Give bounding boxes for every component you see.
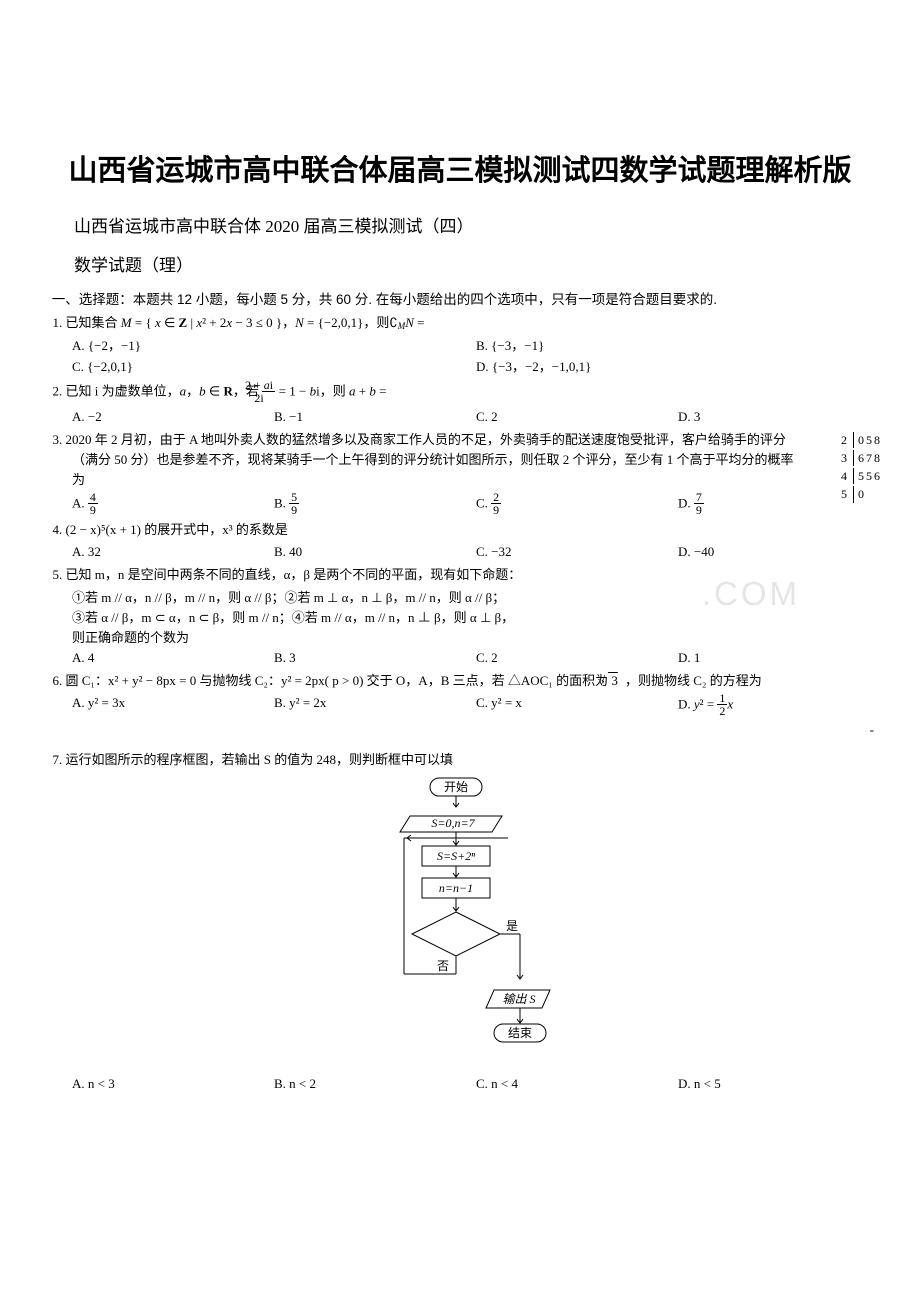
q6-stem-part2: ，则抛物线 C₂ 的方程为: [625, 673, 762, 688]
svg-text:n=n−1: n=n−1: [439, 881, 473, 895]
q4-stem: 4. (2 − x)⁵(x + 1) 的展开式中，x³ 的系数是: [72, 520, 880, 540]
q4-opt-a: A. 32: [72, 542, 274, 562]
svg-text:S=S+2ⁿ: S=S+2ⁿ: [437, 849, 475, 863]
q7-opt-b: B. n < 2: [274, 1074, 476, 1094]
q7-options: A. n < 3 B. n < 2 C. n < 4 D. n < 5: [72, 1074, 880, 1094]
q1-stem: 1. 已知集合 M = { x ∈ Z | x² + 2x − 3 ≤ 0 }，…: [72, 313, 880, 334]
svg-text:结束: 结束: [508, 1026, 532, 1040]
q5-line2: ③若 α // β，m ⊂ α，n ⊂ β，则 m // n；④若 m // α…: [72, 608, 880, 628]
q3-options: A. 49 B. 59 C. 29 D. 79: [72, 492, 880, 517]
svg-text:否: 否: [437, 959, 449, 973]
q3-opt-b: B. 59: [274, 492, 476, 517]
q7-opt-d: D. n < 5: [678, 1074, 880, 1094]
q5-opt-d: D. 1: [678, 648, 880, 668]
q2-opt-a: A. −2: [72, 407, 274, 427]
q5-opt-b: B. 3: [274, 648, 476, 668]
svg-text:是: 是: [506, 919, 518, 933]
page-dash: -: [40, 722, 874, 738]
q2-opt-c: C. 2: [476, 407, 678, 427]
q4-options: A. 32 B. 40 C. −32 D. −40: [72, 542, 880, 562]
q5-opt-c: C. 2: [476, 648, 678, 668]
q6-options: A. y² = 3x B. y² = 2x C. y² = x D. y² = …: [72, 693, 880, 718]
svg-text:输出 S: 输出 S: [502, 992, 535, 1006]
q1-opt-c: C. {−2,0,1}: [72, 357, 476, 377]
q7-stem: 7. 运行如图所示的程序框图，若输出 S 的值为 248，则判断框中可以填: [72, 750, 880, 770]
q5-line3: 则正确命题的个数为: [72, 628, 880, 648]
q6-opt-b: B. y² = 2x: [274, 693, 476, 718]
q6-stem: 6. 圆 C₁：x² + y² − 8px = 0 与抛物线 C₂：y² = 2…: [72, 671, 880, 691]
q4-opt-b: B. 40: [274, 542, 476, 562]
q7-flowchart: 开始 S=0,n=7 S=S+2ⁿ n=n−1 是 否 输出 S 结束: [360, 774, 560, 1064]
q6-opt-c: C. y² = x: [476, 693, 678, 718]
q1-opt-d: D. {−3，−2，−1,0,1}: [476, 357, 880, 377]
q2-opt-d: D. 3: [678, 407, 880, 427]
subject-line: 数学试题（理）: [40, 251, 880, 276]
q3-stem-leaf-plot: 2058 3678 4556 50: [839, 430, 884, 505]
q5-opt-a: A. 4: [72, 648, 274, 668]
q5-line1: ①若 m // α，n // β，m // n，则 α // β；②若 m ⊥ …: [72, 588, 880, 608]
q6-opt-a: A. y² = 3x: [72, 693, 274, 718]
q7-opt-a: A. n < 3: [72, 1074, 274, 1094]
q5-options: A. 4 B. 3 C. 2 D. 1: [72, 648, 880, 668]
q2-options: A. −2 B. −1 C. 2 D. 3: [72, 407, 880, 427]
q3-stem: 3. 2020 年 2 月初，由于 A 地叫外卖人数的猛然增多以及商家工作人员的…: [72, 430, 880, 490]
q6-opt-d: D. y² = 12x: [678, 693, 880, 718]
svg-text:S=0,n=7: S=0,n=7: [431, 816, 475, 830]
q4-opt-d: D. −40: [678, 542, 880, 562]
q6-stem-part1: 6. 圆 C₁：x² + y² − 8px = 0 与抛物线 C₂：y² = 2…: [53, 673, 609, 688]
page-title: 山西省运城市高中联合体届高三模拟测试四数学试题理解析版: [40, 150, 880, 194]
q2-stem: 2. 已知 i 为虚数单位，a，b ∈ R，若 2 + ai2i = 1 − b…: [72, 380, 880, 405]
q4-opt-c: C. −32: [476, 542, 678, 562]
q3-opt-a: A. 49: [72, 492, 274, 517]
section-1-heading: 一、选择题：本题共 12 小题，每小题 5 分，共 60 分. 在每小题给出的四…: [72, 290, 880, 311]
q1-opt-a: A. {−2，−1}: [72, 336, 476, 356]
q3-opt-c: C. 29: [476, 492, 678, 517]
q5-stem: 5. 已知 m，n 是空间中两条不同的直线，α，β 是两个不同的平面，现有如下命…: [72, 565, 880, 585]
q1-opt-b: B. {−3，−1}: [476, 336, 880, 356]
svg-text:开始: 开始: [444, 780, 468, 794]
q1-options: A. {−2，−1} B. {−3，−1} C. {−2,0,1} D. {−3…: [72, 336, 880, 376]
subtitle: 山西省运城市高中联合体 2020 届高三模拟测试（四）: [40, 212, 880, 237]
q7-opt-c: C. n < 4: [476, 1074, 678, 1094]
q2-opt-b: B. −1: [274, 407, 476, 427]
